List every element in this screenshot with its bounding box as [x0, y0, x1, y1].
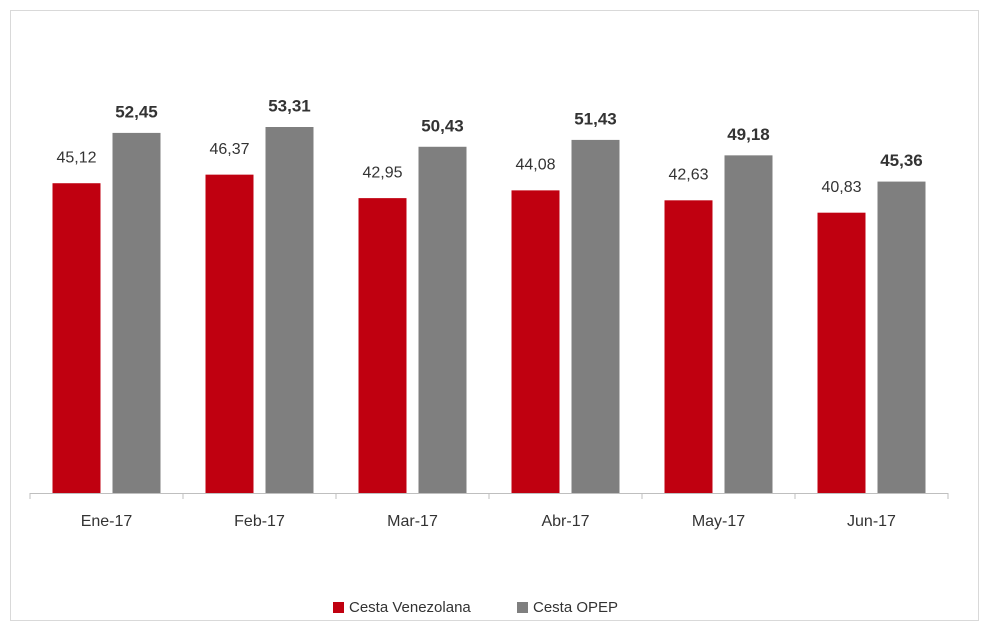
x-tick-label: Abr-17	[541, 513, 589, 530]
data-label: 40,83	[821, 179, 861, 196]
bar	[877, 181, 926, 493]
x-tick-label: Jun-17	[847, 513, 896, 530]
x-tick-label: Feb-17	[234, 513, 285, 530]
data-label: 46,37	[209, 141, 249, 158]
bar	[817, 212, 866, 493]
data-label: 45,12	[56, 149, 96, 166]
bar	[265, 127, 314, 493]
bar	[664, 200, 713, 493]
data-label: 45,36	[880, 151, 923, 170]
data-label: 50,43	[421, 116, 464, 135]
data-label: 52,45	[115, 102, 158, 121]
bar	[511, 190, 560, 493]
x-tick-label: Ene-17	[81, 513, 133, 530]
bar	[724, 155, 773, 493]
legend-label: Cesta OPEP	[533, 599, 618, 616]
data-label: 44,08	[515, 157, 555, 174]
x-tick-label: May-17	[692, 513, 745, 530]
data-label: 53,31	[268, 96, 311, 115]
legend-swatch	[333, 602, 344, 613]
bar	[205, 174, 254, 493]
bar	[418, 146, 467, 493]
data-label: 42,95	[362, 164, 402, 181]
data-label: 51,43	[574, 109, 617, 128]
chart-border	[10, 10, 979, 621]
bar	[571, 139, 620, 493]
x-tick-label: Mar-17	[387, 513, 438, 530]
bar	[112, 132, 161, 493]
data-label: 42,63	[668, 167, 708, 184]
legend-label: Cesta Venezolana	[349, 599, 471, 616]
legend-swatch	[517, 602, 528, 613]
bar	[52, 183, 101, 494]
data-label: 49,18	[727, 125, 770, 144]
bar	[358, 198, 407, 493]
